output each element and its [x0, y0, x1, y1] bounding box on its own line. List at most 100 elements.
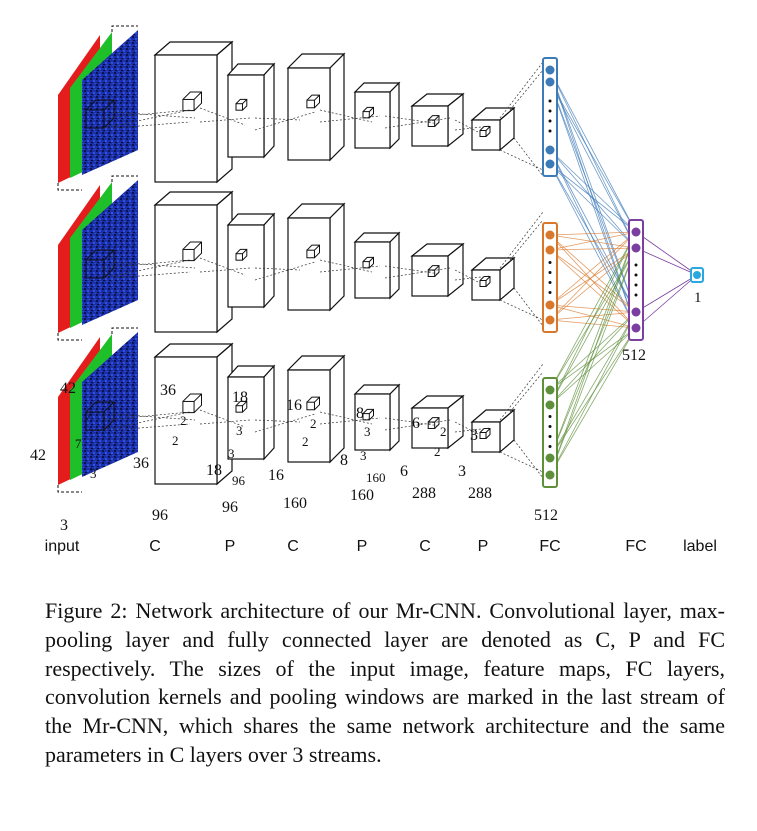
ellipsis-dot [548, 129, 552, 133]
pool-layer-3 [470, 256, 516, 302]
figure-caption: Figure 2: Network architecture of our Mr… [45, 598, 725, 767]
input-image [57, 175, 138, 341]
dimension-label-c1-h: 36 [160, 382, 176, 399]
dimension-label-p3-h: 3 [470, 427, 478, 444]
fc-neuron [545, 245, 555, 255]
layer-label-5: C [419, 538, 431, 555]
fc-neuron [545, 315, 555, 325]
input-image [57, 25, 138, 191]
layer-label-3: C [287, 538, 299, 555]
fc-neuron [545, 230, 555, 240]
ellipsis-dot [548, 261, 552, 264]
dimension-label-p3-w: 3 [458, 463, 466, 480]
dimension-label-c2-w: 16 [268, 467, 284, 484]
dimension-label-c2-d: 160 [283, 495, 307, 512]
conv-layer-1 [153, 190, 234, 334]
dimension-label-c1-kernel-a: 2 [180, 413, 187, 428]
dimension-label-p2-d: 160 [350, 487, 374, 504]
fc-neuron [545, 400, 555, 410]
ellipsis-dot [548, 291, 552, 294]
pool-layer-1 [226, 62, 276, 159]
dimension-label-input-kernel-c: 3 [90, 466, 97, 481]
dimension-label-p1-kernel-c: 96 [232, 473, 246, 488]
fc-neuron [545, 159, 555, 169]
fc-layer-shared [628, 219, 644, 341]
pool-layer-2 [353, 81, 401, 150]
projection-lines [103, 61, 544, 177]
layer-label-0: input [45, 538, 80, 555]
dimension-label-p2-kernel-b: 3 [360, 448, 367, 463]
fc-neuron [631, 243, 641, 253]
dimension-label-p1-h: 18 [232, 389, 248, 406]
fc-neuron [545, 470, 555, 480]
dimension-label-input-c: 3 [60, 517, 68, 534]
ellipsis-dot [548, 99, 552, 103]
dimension-label-c3-kernel-a: 2 [440, 424, 447, 439]
dimension-label-fc1-size: 512 [534, 507, 558, 524]
ellipsis-dot [548, 281, 552, 284]
dimension-label-c3-h: 6 [412, 415, 420, 432]
ellipsis-dot [548, 435, 552, 438]
fc-neuron [545, 145, 555, 155]
ellipsis-dot [634, 263, 638, 267]
fc-neuron [545, 65, 555, 75]
conv-layer-2 [286, 202, 346, 312]
dimension-label-c3-d: 288 [412, 485, 436, 502]
ellipsis-dot [548, 109, 552, 113]
dimension-label-p2-kernel-a: 3 [364, 424, 371, 439]
dimension-label-p2-w: 8 [340, 452, 348, 469]
fc-neuron [545, 453, 555, 463]
ellipsis-dot [634, 283, 638, 287]
layer-label-1: C [149, 538, 161, 555]
fc-layer-stream-1 [542, 57, 558, 177]
fc-neuron [631, 307, 641, 317]
stream-3 [57, 327, 544, 493]
fc-layer-stream-2 [542, 222, 558, 333]
conv-layer-3 [410, 242, 465, 298]
layer-label-4: P [357, 538, 368, 555]
dimension-label-p1-d: 96 [222, 499, 238, 516]
pool-layer-3 [470, 106, 516, 152]
fc-neuron [631, 227, 641, 237]
stream-2 [57, 175, 544, 341]
fc-neuron [545, 77, 555, 87]
pool-layer-1 [226, 364, 276, 461]
fc-neuron [545, 385, 555, 395]
fc-layer-stream-3 [542, 377, 558, 488]
dimension-label-input-h: 42 [60, 380, 76, 397]
layer-label-6: P [478, 538, 489, 555]
ellipsis-dot [548, 425, 552, 428]
dimension-label-p2-h: 8 [356, 405, 364, 422]
stream-1 [57, 25, 544, 191]
network-architecture-diagram: 4242377336369622181896339616161602288160… [30, 25, 717, 555]
output-node [690, 267, 704, 283]
ellipsis-dot [634, 273, 638, 277]
dimension-label-c2-h: 16 [286, 397, 302, 414]
dimension-label-c1-kernel-b: 2 [172, 433, 179, 448]
dimension-label-c1-d: 96 [152, 507, 168, 524]
conv-layer-1 [153, 40, 234, 184]
fc-neuron [545, 300, 555, 310]
ellipsis-dot [548, 119, 552, 123]
input-image [57, 327, 138, 493]
pool-layer-3 [470, 408, 516, 454]
dimension-label-c2-kernel-a: 2 [310, 416, 317, 431]
conv-layer-3 [410, 92, 465, 148]
pool-layer-2 [353, 231, 401, 300]
dimension-label-input-kernel-a: 7 [85, 408, 92, 423]
layer-label-9: label [683, 538, 717, 555]
dimension-label-p1-kernel-a: 3 [236, 423, 243, 438]
conv-layer-2 [286, 52, 346, 162]
pool-layer-1 [226, 212, 276, 309]
dimension-label-input-kernel-b: 7 [75, 436, 82, 451]
ellipsis-dot [548, 415, 552, 418]
layer-label-8: FC [625, 538, 646, 555]
dimension-label-p3-d: 288 [468, 485, 492, 502]
dimension-label-c1-w: 36 [133, 455, 149, 472]
dimension-label-c2-kernel-b: 2 [302, 434, 309, 449]
dimension-label-fc2-size: 512 [622, 347, 646, 364]
pool-layer-2 [353, 383, 401, 452]
conv-layer-3 [410, 394, 465, 450]
ellipsis-dot [634, 293, 638, 297]
projection-lines [103, 363, 544, 479]
